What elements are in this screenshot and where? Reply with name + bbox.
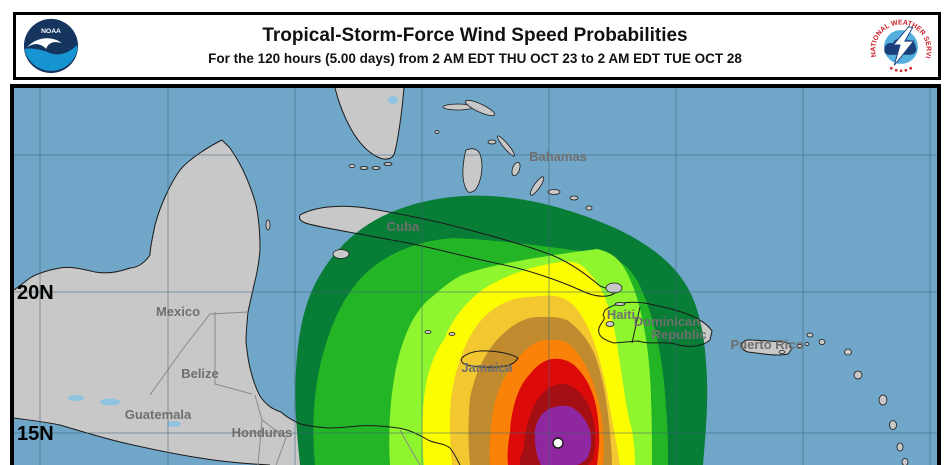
label-mexico: Mexico <box>156 304 200 319</box>
label-cuba: Cuba <box>387 219 420 234</box>
map: 20N 15N Mexico Belize Guatemala Honduras… <box>10 84 941 465</box>
noaa-logo-text: NOAA <box>41 28 61 35</box>
label-honduras: Honduras <box>232 425 293 440</box>
lat-label-15n: 15N <box>17 423 54 445</box>
land-central-america <box>14 140 460 465</box>
label-jamaica: Jamaica <box>461 360 513 375</box>
label-dominican-republic-line1: Dominican <box>634 314 701 329</box>
header-titles: Tropical-Storm-Force Wind Speed Probabil… <box>80 24 870 68</box>
noaa-logo: NOAA <box>23 18 79 74</box>
lakes <box>68 96 398 427</box>
label-dominican-republic-line2: Republic <box>652 327 707 342</box>
land-florida <box>335 88 404 160</box>
label-guatemala: Guatemala <box>125 407 192 422</box>
storm-center-marker <box>552 437 564 449</box>
label-bahamas: Bahamas <box>529 149 587 164</box>
label-puerto-rico: Puerto Rico <box>731 337 804 352</box>
islands <box>265 99 909 465</box>
coastlines <box>14 88 792 465</box>
lat-label-20n: 20N <box>17 282 54 304</box>
graphic-valid-period: For the 120 hours (5.00 days) from 2 AM … <box>208 50 742 66</box>
nws-logo: NATIONAL WEATHER SERVICE <box>870 15 932 77</box>
label-belize: Belize <box>181 366 219 381</box>
header: NOAA Tropical-Storm-Force Wind Speed Pro… <box>13 12 941 80</box>
label-haiti: Haiti <box>607 307 635 322</box>
graticule <box>14 88 937 465</box>
graphic-title: Tropical-Storm-Force Wind Speed Probabil… <box>262 25 688 47</box>
probability-contours <box>295 195 708 465</box>
country-borders <box>149 311 421 465</box>
